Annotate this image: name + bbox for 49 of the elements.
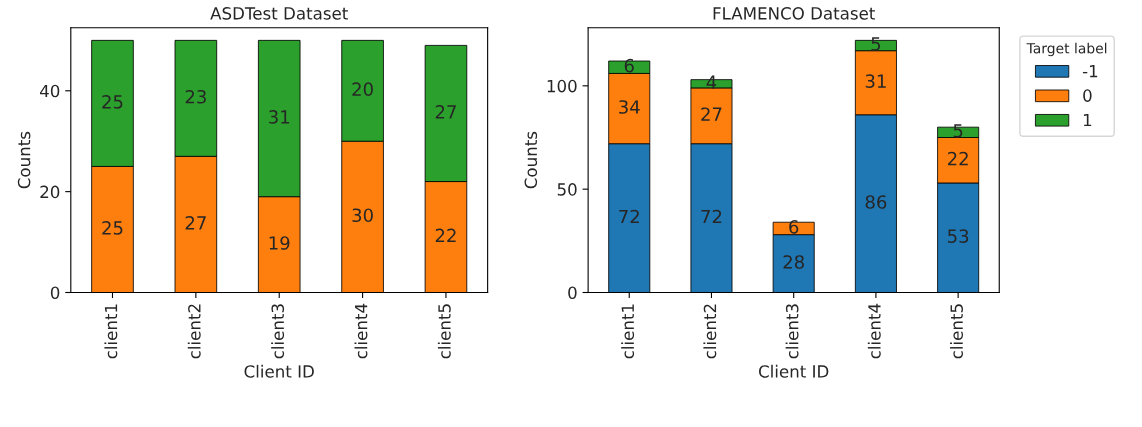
data-label: 5 (871, 37, 881, 51)
legend-title: Target label (1026, 42, 1107, 57)
data-label: 23 (185, 89, 206, 104)
legend-label: -1 (1082, 65, 1098, 78)
x-tick-label: client4 (354, 303, 368, 359)
legend-label: 0 (1083, 89, 1092, 102)
data-label: 27 (701, 107, 722, 121)
data-label: 31 (865, 74, 886, 88)
legend-label: 1 (1083, 113, 1092, 127)
data-label: 53 (948, 229, 969, 243)
data-label: 72 (701, 209, 722, 224)
y-tick-label: 40 (39, 84, 60, 98)
x-axis-title: Client ID (244, 364, 314, 378)
data-label: 72 (619, 209, 639, 224)
data-label: 19 (269, 236, 290, 250)
y-tick-label: 20 (40, 185, 60, 199)
data-label: 22 (435, 228, 456, 243)
x-tick-label: client5 (437, 304, 451, 359)
data-label: 25 (102, 94, 123, 109)
y-axis-title: Counts (524, 131, 538, 189)
y-tick-label: 50 (557, 183, 577, 196)
x-tick-label: client2 (187, 304, 201, 359)
data-label: 34 (619, 100, 640, 114)
data-label: 6 (624, 58, 634, 73)
x-tick-label: client3 (785, 304, 799, 359)
data-label: 30 (352, 208, 373, 223)
x-tick-label: client5 (950, 304, 963, 359)
data-label: 31 (269, 110, 290, 124)
x-tick-label: client4 (867, 303, 881, 359)
data-label: 20 (352, 82, 373, 97)
x-tick-label: client1 (104, 304, 118, 359)
y-tick-label: 0 (568, 286, 577, 300)
y-tick-label: 100 (547, 79, 577, 93)
data-label: 86 (865, 195, 887, 209)
data-label: 25 (102, 221, 123, 235)
data-label: 27 (185, 216, 206, 230)
x-axis-title: Client ID (758, 364, 829, 378)
data-label: 6 (789, 220, 799, 234)
y-tick-label: 0 (50, 286, 60, 300)
data-label: 5 (953, 124, 963, 138)
data-label: 28 (783, 255, 804, 269)
x-tick-label: client1 (621, 304, 635, 359)
x-tick-label: client3 (271, 304, 285, 359)
data-label: 22 (947, 151, 968, 166)
chart-title: FLAMENCO Dataset (713, 7, 875, 20)
data-label: 27 (435, 105, 456, 119)
x-tick-label: client2 (703, 304, 717, 359)
y-axis-title: Counts (17, 131, 31, 189)
chart-title: ASDTest Dataset (210, 7, 348, 20)
